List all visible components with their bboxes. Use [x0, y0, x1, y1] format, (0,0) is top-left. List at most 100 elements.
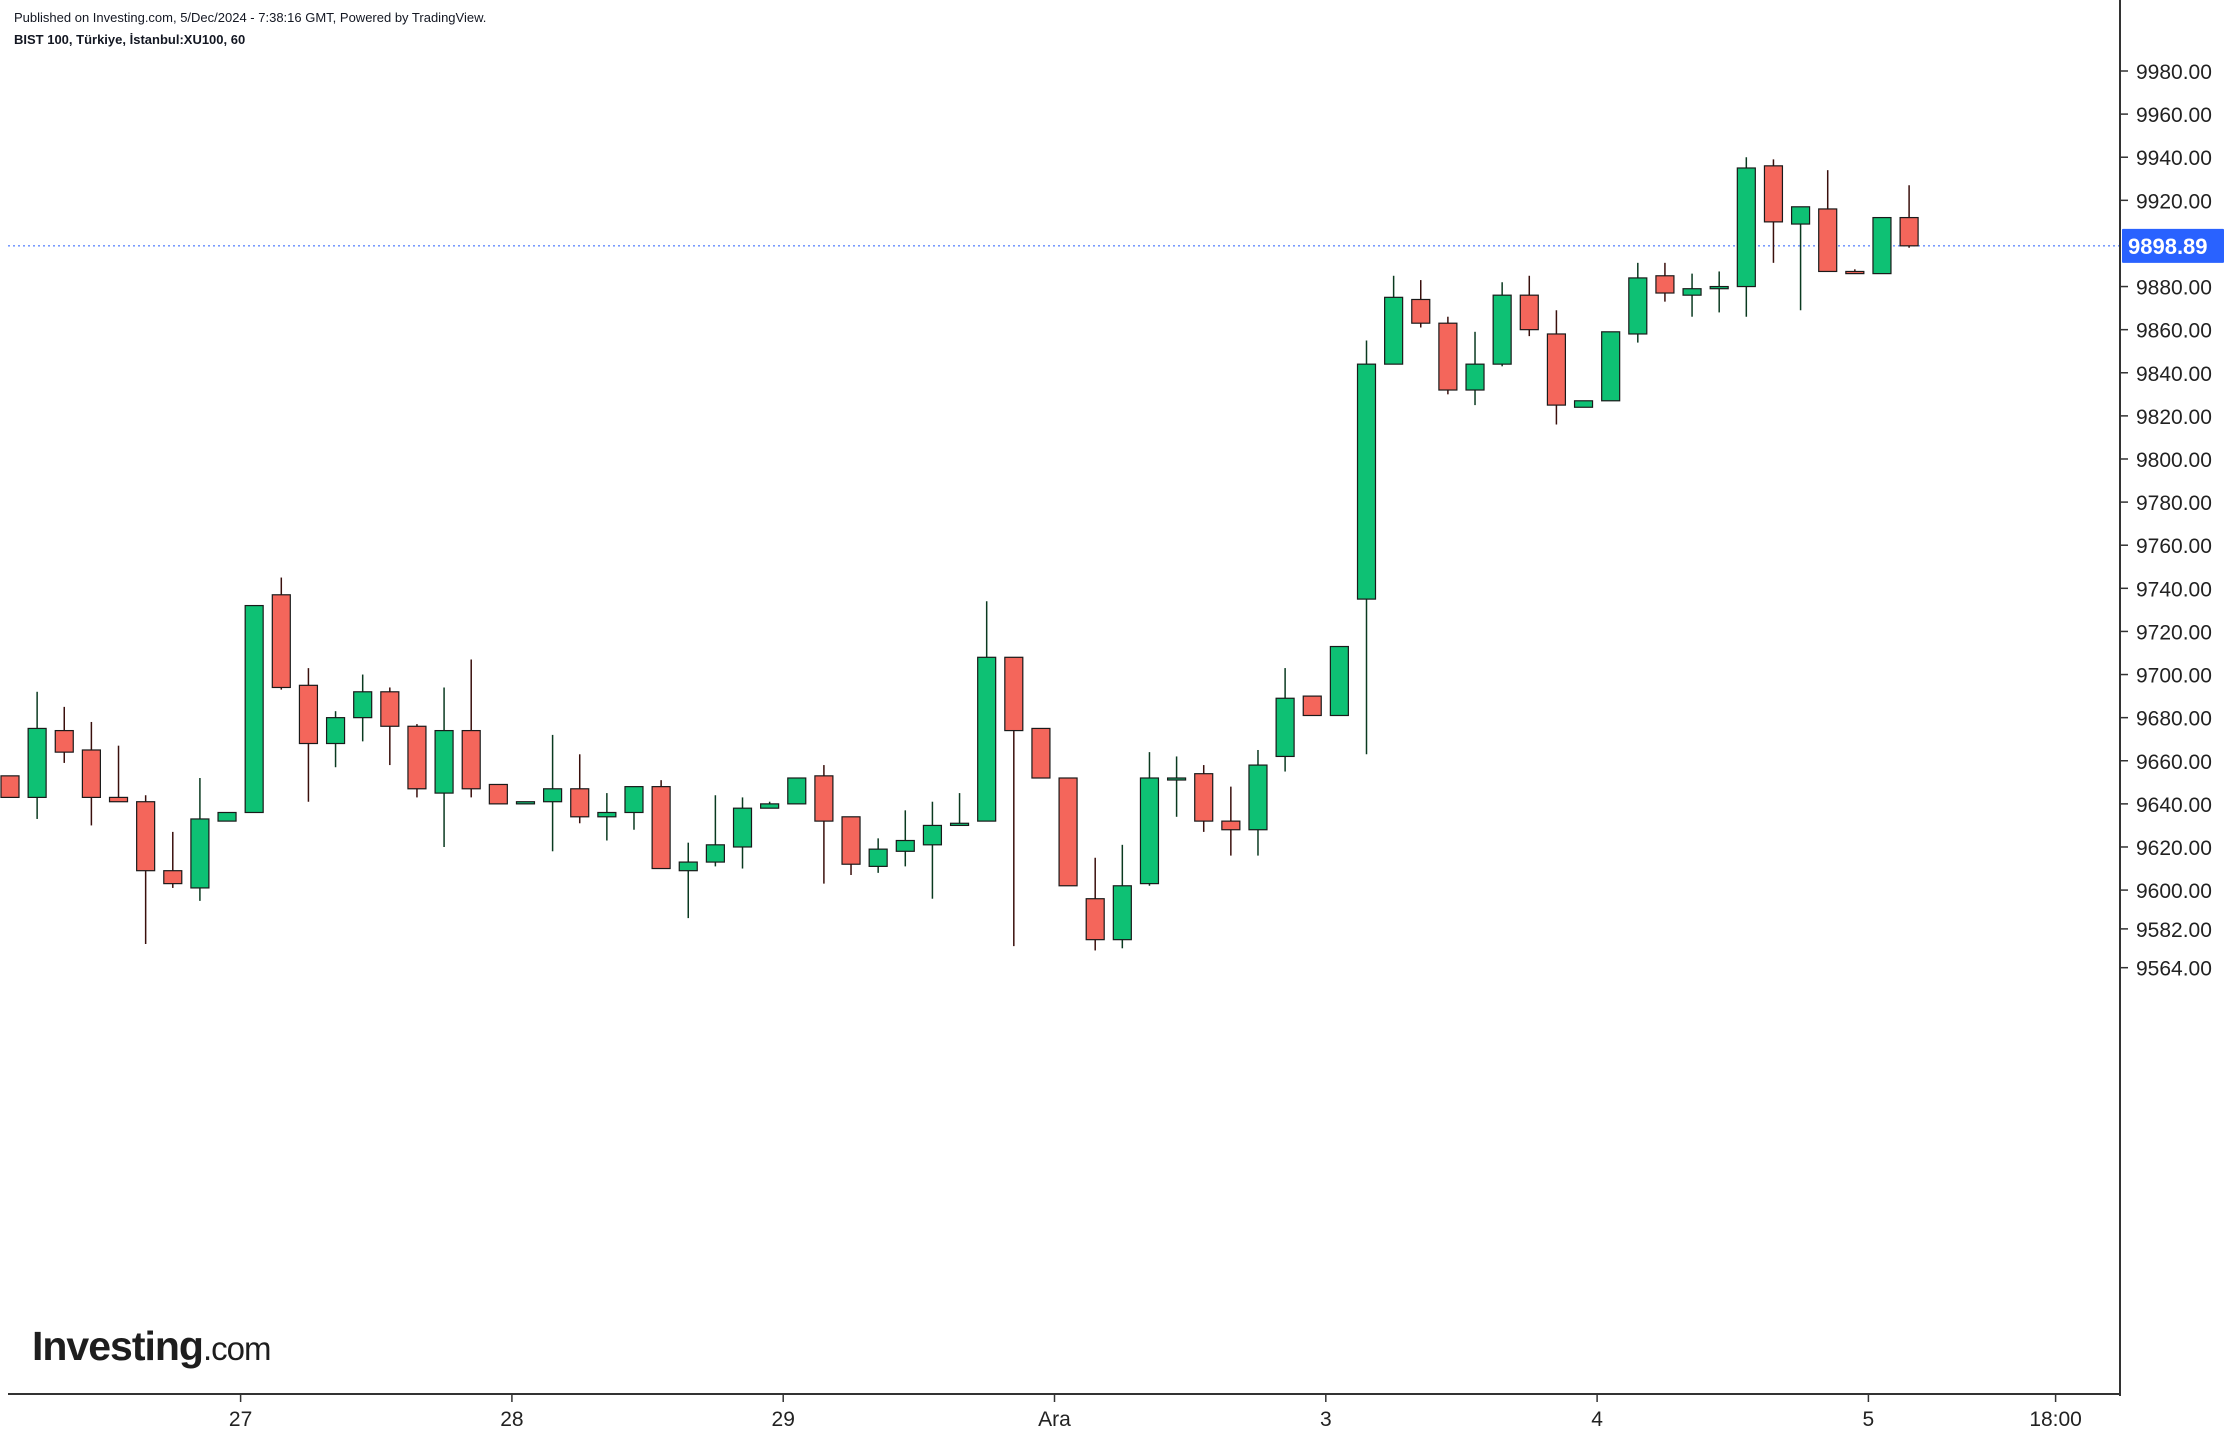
candle — [1058, 777, 1078, 887]
candle-body — [949, 822, 970, 827]
candle — [488, 783, 508, 805]
candle-body — [597, 811, 617, 818]
y-tick-label: 9564.00 — [2136, 958, 2212, 981]
candle-body — [1818, 208, 1838, 273]
candle — [1573, 400, 1594, 408]
candle — [651, 780, 671, 870]
price-badge-bg — [2122, 228, 2224, 263]
candle — [814, 765, 834, 884]
candle-body — [1031, 727, 1051, 779]
candle — [1221, 786, 1241, 856]
candle-body — [1573, 400, 1594, 408]
candle-body — [841, 816, 861, 865]
candle-body — [1248, 764, 1268, 831]
y-tick-label: 9760.00 — [2136, 535, 2212, 558]
x-tick-label: 5 — [1863, 1408, 1875, 1431]
candle — [244, 604, 264, 814]
candle — [1085, 857, 1105, 951]
candle-body — [407, 725, 427, 790]
x-tick-label: 28 — [500, 1408, 523, 1431]
candle — [922, 801, 943, 899]
candle — [1845, 269, 1865, 275]
candle — [434, 687, 454, 847]
candle-body — [1763, 165, 1784, 223]
candle — [624, 786, 644, 830]
candle-body — [1601, 331, 1621, 402]
candle-body — [1736, 167, 1756, 288]
candle-body — [298, 684, 319, 745]
y-tick-label: 9620.00 — [2136, 837, 2212, 860]
candle — [841, 816, 861, 876]
candle-body — [1058, 777, 1078, 887]
candle — [325, 711, 346, 768]
candles-layer — [0, 157, 1919, 951]
candle-body — [814, 775, 834, 822]
candle-body — [1004, 656, 1024, 732]
candle — [1818, 170, 1838, 273]
y-tick-label: 9980.00 — [2136, 61, 2212, 84]
candle-body — [1790, 206, 1811, 225]
candle-body — [1275, 697, 1295, 758]
candle — [895, 810, 915, 867]
candle-body — [54, 729, 74, 753]
candle — [1139, 752, 1160, 886]
candle — [407, 724, 427, 798]
candle — [217, 811, 237, 822]
candle-body — [678, 861, 698, 872]
candle-body — [1709, 285, 1729, 290]
candle — [136, 795, 156, 944]
candle-body — [1682, 288, 1702, 296]
candle — [353, 674, 373, 742]
candle — [949, 793, 970, 827]
y-tick-label: 9600.00 — [2136, 880, 2212, 903]
candle-body — [1546, 333, 1567, 406]
candle — [542, 734, 563, 852]
candle-body — [1329, 645, 1349, 717]
candle — [977, 601, 997, 822]
candle-body — [1112, 885, 1132, 941]
y-tick-label: 9680.00 — [2136, 708, 2212, 731]
candle-body — [1356, 363, 1377, 600]
candle — [108, 745, 129, 803]
candle-body — [271, 594, 291, 689]
candle — [1329, 645, 1349, 717]
candle-body — [1872, 216, 1892, 275]
candle-body — [1085, 898, 1105, 941]
candle — [380, 687, 400, 766]
candle — [81, 721, 101, 826]
candle-body — [81, 749, 101, 799]
candle — [868, 838, 888, 873]
y-tick-label: 9660.00 — [2136, 751, 2212, 774]
candle — [1112, 844, 1132, 949]
candle — [760, 801, 780, 809]
candle-body — [1492, 294, 1512, 365]
candle — [1031, 727, 1051, 779]
published-note: Published on Investing.com, 5/Dec/2024 -… — [14, 10, 487, 25]
y-tick-label: 9582.00 — [2136, 919, 2212, 942]
candle-body — [922, 824, 943, 846]
candle-body — [1166, 777, 1187, 781]
candle-body — [244, 604, 264, 814]
y-tick-label: 9820.00 — [2136, 406, 2212, 429]
svg-text:Investing.com: Investing.com — [32, 1323, 271, 1369]
candle — [271, 577, 291, 690]
candle-body — [1194, 773, 1214, 822]
candle — [1682, 273, 1702, 317]
candle — [732, 797, 753, 869]
candle — [1302, 695, 1322, 717]
candle-body — [1519, 294, 1539, 331]
y-tick-label: 9880.00 — [2136, 277, 2212, 300]
candle — [1709, 271, 1729, 313]
candle — [461, 659, 481, 798]
candle-body — [1221, 820, 1241, 831]
candle — [163, 831, 183, 888]
candle-body — [434, 729, 454, 794]
candle-body — [1411, 298, 1431, 324]
logo-main: Investing — [32, 1323, 203, 1369]
candle — [190, 778, 210, 901]
candle-body — [1384, 296, 1404, 365]
candle — [1736, 157, 1756, 317]
candle-body — [542, 788, 563, 803]
candle-body — [1845, 270, 1865, 275]
